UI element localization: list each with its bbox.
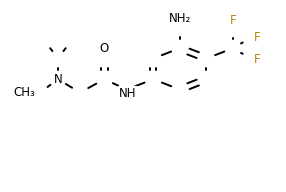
- Text: NH₂: NH₂: [169, 12, 191, 25]
- Text: F: F: [254, 31, 261, 44]
- Text: NH: NH: [119, 87, 136, 100]
- Text: CH₃: CH₃: [13, 86, 35, 99]
- Text: O: O: [100, 42, 109, 55]
- Text: F: F: [254, 53, 261, 66]
- Text: N: N: [53, 73, 62, 86]
- Text: F: F: [230, 14, 236, 27]
